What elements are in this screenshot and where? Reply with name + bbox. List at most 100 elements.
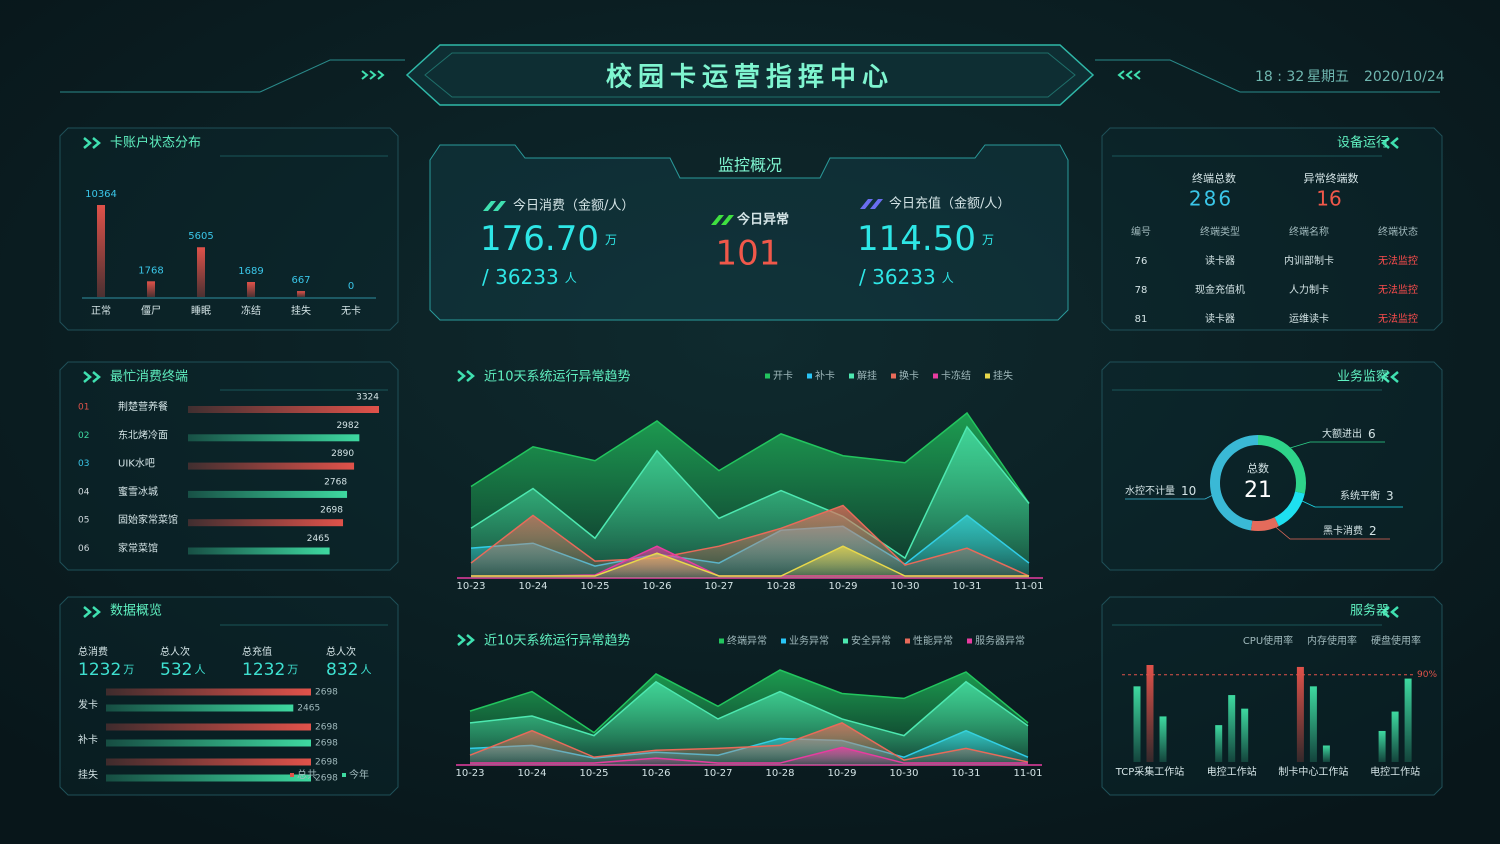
- bar: [297, 291, 305, 297]
- kpi-count-unit: 人: [942, 271, 954, 285]
- panel-title: 数据概览: [110, 603, 162, 619]
- x-tick-label: 10-26: [641, 768, 670, 779]
- panel-title: 服务器: [1350, 603, 1389, 619]
- stat-unit: 人: [360, 663, 371, 676]
- panel-title: 设备运行: [1337, 135, 1389, 151]
- bar: [1215, 725, 1223, 762]
- stat-value: 1232 万: [242, 660, 298, 680]
- donut-segment: [1274, 491, 1305, 527]
- donut-label-name: 大额进出: [1322, 427, 1362, 440]
- value-label: 2890: [331, 449, 354, 459]
- series-area: [471, 505, 1029, 578]
- x-tick-label: 电控工作站: [1370, 765, 1420, 778]
- leader-line: [1271, 523, 1390, 540]
- stat-value: 832 人: [326, 660, 371, 680]
- bar: [188, 462, 355, 470]
- value-label: 3324: [356, 393, 379, 403]
- kpi-label: 今日充值（金额/人）: [889, 196, 1010, 212]
- rank: 02: [78, 431, 89, 441]
- legend-label: 业务异常: [789, 634, 829, 647]
- table-cell: 内训部制卡: [1284, 254, 1334, 267]
- x-tick-label: 挂失: [291, 304, 311, 317]
- leader-line: [1299, 499, 1403, 508]
- kpi-count-unit: 人: [565, 271, 577, 285]
- value-label: 2698: [315, 758, 338, 768]
- stat-value: 532 人: [160, 660, 205, 680]
- bar: [1228, 695, 1236, 762]
- icon: [483, 201, 506, 211]
- header-arrows-right: [1117, 70, 1141, 80]
- bar: [1159, 716, 1167, 762]
- table-cell: 81: [1135, 314, 1148, 325]
- leader-line: [1125, 494, 1214, 500]
- bar: [1296, 666, 1304, 762]
- legend-swatch: [719, 638, 724, 644]
- table-cell: 运维读卡: [1289, 312, 1329, 325]
- series-line: [470, 504, 1030, 577]
- legend-swatch: [891, 373, 896, 379]
- donut-label-value: 2: [1369, 524, 1377, 538]
- title-arrows: [1381, 606, 1399, 618]
- x-tick-label: 10-25: [580, 581, 609, 592]
- legend-label: 总共: [297, 768, 317, 781]
- donut-segment: [1257, 435, 1306, 494]
- x-tick-label: 10-28: [766, 581, 795, 592]
- series-area: [470, 747, 1028, 765]
- kpi-label: 今日消费（金额/人）: [513, 198, 634, 214]
- donut-label-value: 6: [1368, 427, 1376, 441]
- bar: [1322, 745, 1330, 762]
- rank: 06: [78, 544, 90, 554]
- donut-label-name: 黑卡消费: [1323, 524, 1363, 537]
- category-label: 补卡: [78, 733, 98, 746]
- series-area: [471, 546, 1029, 578]
- category-label: 东北烤冷面: [118, 428, 168, 441]
- device-abnormal-label: 异常终端数: [1304, 171, 1359, 185]
- bar: [1378, 730, 1386, 762]
- panel-frame: [59, 127, 399, 331]
- x-tick-label: 10-30: [890, 581, 919, 592]
- x-tick-label: 睡眠: [191, 304, 211, 317]
- device-total-label: 终端总数: [1192, 171, 1236, 185]
- table-cell: 读卡器: [1205, 312, 1235, 325]
- value-label: 2698: [315, 774, 338, 784]
- legend-label: 开卡: [773, 369, 793, 382]
- table-cell: 无法监控: [1378, 254, 1418, 267]
- bar: [1241, 708, 1249, 762]
- category-label: 家常菜馆: [118, 542, 158, 555]
- table-header: 终端类型: [1200, 225, 1240, 238]
- kpi-value: 114.50 万: [857, 219, 994, 259]
- panel-title: 最忙消费终端: [110, 369, 188, 385]
- x-tick-label: 正常: [91, 304, 111, 317]
- bar: [106, 739, 311, 747]
- series-area: [470, 681, 1028, 765]
- donut-center-label: 总数: [1247, 461, 1269, 475]
- legend-swatch: [765, 373, 770, 379]
- bar: [1309, 686, 1317, 762]
- threshold-label: 90%: [1417, 670, 1437, 680]
- x-tick-label: 10-27: [704, 581, 733, 592]
- chart-title: 近10天系统运行异常趋势: [484, 369, 631, 385]
- kpi-number: 176.70: [480, 219, 599, 259]
- value-label: 2698: [315, 739, 338, 749]
- kpi-count-number: / 36233: [482, 265, 559, 289]
- stat-value: 1232 万: [78, 660, 134, 680]
- chart-title: 近10天系统运行异常趋势: [484, 633, 631, 649]
- title-arrows: [83, 137, 101, 149]
- table-header: 终端名称: [1289, 225, 1329, 238]
- bar: [188, 519, 344, 527]
- title-arrows: [457, 370, 475, 646]
- category-label: 挂失: [78, 768, 98, 781]
- donut-label-name: 水控不计量: [1125, 484, 1175, 497]
- legend-label: 解挂: [857, 369, 877, 382]
- kpi-count: / 36233 人: [859, 265, 954, 289]
- leader-line: [1289, 441, 1385, 449]
- stat-label: 总消费: [78, 645, 108, 658]
- stat-number: 1232: [78, 660, 121, 680]
- stat-number: 832: [326, 660, 358, 680]
- value-label: 0: [348, 281, 354, 292]
- legend-label: 性能异常: [913, 634, 953, 647]
- donut-label-value: 10: [1181, 484, 1196, 498]
- kpi-number: 114.50: [857, 219, 976, 259]
- x-tick-label: 10-29: [827, 768, 856, 779]
